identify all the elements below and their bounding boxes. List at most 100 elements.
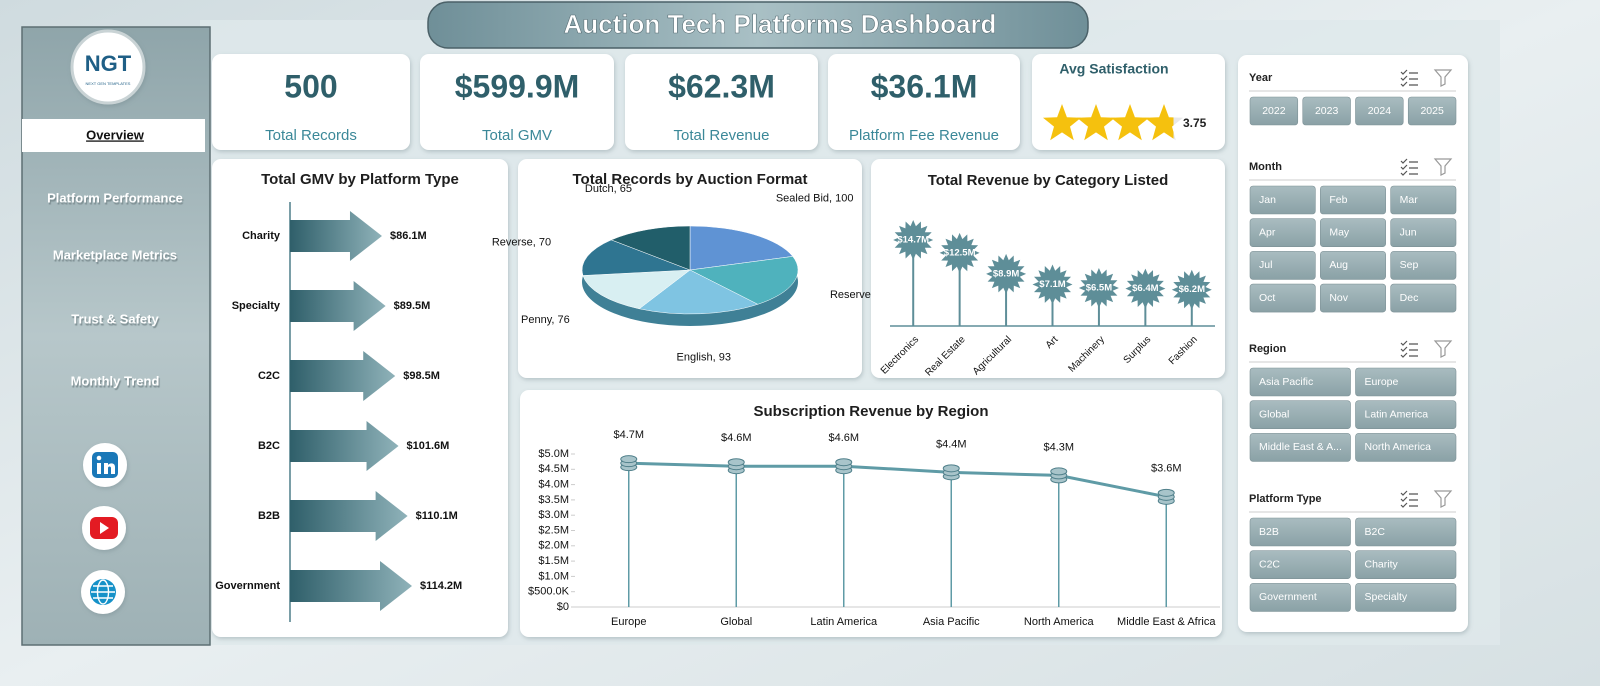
title-banner [427,1,1089,49]
slicer-item[interactable]: Apr [1259,226,1276,238]
slicer-button[interactable] [1390,283,1457,313]
slicer-button[interactable] [1390,251,1457,280]
slicer-item[interactable]: C2C [1259,558,1280,570]
slicer-title: Month [1249,161,1282,173]
kpi-card [828,54,1020,150]
pie-slice [689,256,799,305]
slicer-item[interactable]: 2022 [1262,105,1286,117]
slicer-item[interactable]: Jan [1259,194,1276,206]
data-label: Dutch, 65 [585,183,632,195]
rating-star [1043,104,1081,141]
multi-select-icon[interactable] [1400,69,1418,87]
slicer-button[interactable] [1249,583,1351,612]
slicer-item[interactable]: Latin America [1365,408,1429,420]
slicer-item[interactable]: Feb [1329,194,1347,206]
slicer-button[interactable] [1249,96,1299,126]
slicer-button[interactable] [1355,367,1457,397]
slicer-button[interactable] [1355,433,1457,462]
slicer-item[interactable]: Charity [1365,558,1399,570]
coin-marker [1050,467,1068,476]
y-tick-label: $0 [557,601,569,613]
nav-item[interactable]: Overview [86,127,145,142]
data-label: Sealed Bid, 100 [776,193,854,205]
nav-item[interactable]: Monthly Trend [71,373,160,388]
slicer-item[interactable]: 2024 [1368,105,1392,117]
slicer-item[interactable]: 2023 [1315,105,1339,117]
coin-marker [727,458,745,467]
slicer-button[interactable] [1249,251,1316,280]
slicer-button[interactable] [1249,367,1351,397]
slicer-button[interactable] [1320,251,1386,280]
slicer-item[interactable]: B2C [1365,526,1386,538]
slicer-button[interactable] [1355,517,1457,547]
data-label: $98.5M [403,370,440,382]
clear-filter-icon[interactable] [1433,158,1453,176]
slicer-button[interactable] [1355,583,1457,612]
slicer-button[interactable] [1390,218,1457,247]
chart-title: Total Revenue by Category Listed [928,172,1169,189]
slicer-button[interactable] [1249,218,1316,247]
slicer-button[interactable] [1249,550,1351,580]
kpi-label: Platform Fee Revenue [849,127,999,144]
nav-item[interactable]: Trust & Safety [71,311,159,326]
slicer-item[interactable]: Government [1259,591,1317,603]
slicer-item[interactable]: Jul [1259,259,1272,271]
arrow-bar [290,351,396,401]
slicer-button[interactable] [1390,185,1457,215]
slicer-item[interactable]: Middle East & A... [1259,441,1342,453]
slicer-item[interactable]: Sep [1400,259,1419,271]
slicer-item[interactable]: Specialty [1365,591,1408,603]
lollipop-marker [939,232,980,273]
lollipop-marker [1171,269,1212,310]
slicer-button[interactable] [1355,400,1457,430]
rating-star [1111,104,1149,141]
slicer-item[interactable]: Jun [1400,226,1417,238]
category-label: Government [215,580,280,592]
slicer-button[interactable] [1320,283,1386,313]
nav-item[interactable]: Platform Performance [47,190,183,205]
slicer-button[interactable] [1249,400,1351,430]
slicer-button[interactable] [1320,218,1386,247]
clear-filter-icon[interactable] [1433,340,1453,358]
data-label: $6.4M [1132,283,1158,294]
multi-select-icon[interactable] [1400,490,1418,508]
slicer-button[interactable] [1249,433,1351,462]
slicer-item[interactable]: B2B [1259,526,1279,538]
clear-filter-icon[interactable] [1433,490,1453,508]
arrow-bar [290,491,408,541]
multi-select-icon[interactable] [1400,158,1418,176]
slicer-item[interactable]: Asia Pacific [1259,376,1313,388]
category-label: C2C [258,370,280,382]
nav-item[interactable]: Marketplace Metrics [53,247,177,262]
slicer-button[interactable] [1249,283,1316,313]
coin-marker [942,464,960,473]
slicer-title: Year [1249,72,1273,84]
slicer-item[interactable]: Oct [1259,292,1275,304]
slicer-button[interactable] [1407,96,1457,126]
slicer-button[interactable] [1249,517,1351,547]
slicer-button[interactable] [1249,185,1316,215]
slicer-item[interactable]: 2025 [1420,105,1444,117]
slicer-button[interactable] [1302,96,1351,126]
slicer-item[interactable]: Mar [1400,194,1419,206]
slicer-item[interactable]: May [1329,226,1350,238]
slicer-item[interactable]: Global [1259,408,1289,420]
chart-title: Subscription Revenue by Region [753,403,988,420]
logo-text: NGT [85,51,132,76]
slicer-button[interactable] [1355,96,1404,126]
multi-select-icon[interactable] [1400,340,1418,358]
dashboard-title: Auction Tech Platforms Dashboard [564,9,997,39]
slicer-item[interactable]: Nov [1329,292,1348,304]
data-label: $4.3M [1043,441,1074,453]
slicer-button[interactable] [1355,550,1457,580]
slicer-item[interactable]: Europe [1365,376,1399,388]
slicer-item[interactable]: Dec [1400,292,1419,304]
kpi-card [625,54,818,150]
kpi-value: 500 [284,68,337,104]
slicer-item[interactable]: North America [1365,441,1432,453]
arrow-bar [290,561,412,611]
slicer-button[interactable] [1320,185,1386,215]
clear-filter-icon[interactable] [1433,69,1453,87]
slicer-item[interactable]: Aug [1329,259,1348,271]
lollipop-marker [1032,264,1073,305]
